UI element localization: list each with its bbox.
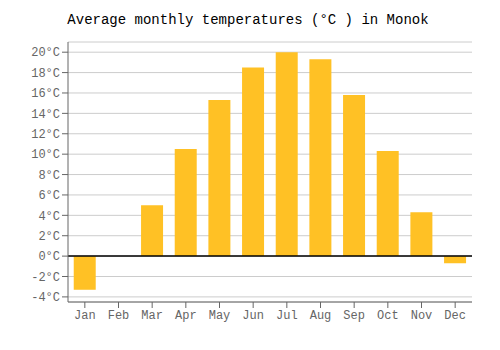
svg-text:20°C: 20°C [31,46,60,60]
html-text:Average monthly temperatures (: Average monthly temperatures (°C ) in Mo… [67,12,429,28]
svg-text:Jan: Jan [74,309,96,323]
svg-text:Jul: Jul [276,309,298,323]
svg-text:-2°C: -2°C [31,271,60,285]
svg-text:Feb: Feb [108,309,130,323]
svg-text:18°C: 18°C [31,67,60,81]
svg-text:6°C: 6°C [38,189,60,203]
svg-text:16°C: 16°C [31,87,60,101]
svg-text:4°C: 4°C [38,210,60,224]
svg-text:Jun: Jun [242,309,264,323]
svg-text:-4°C: -4°C [31,291,60,305]
svg-text:14°C: 14°C [31,108,60,122]
svg-text:2°C: 2°C [38,230,60,244]
svg-text:0°C: 0°C [38,250,60,264]
svg-text:12°C: 12°C [31,128,60,142]
svg-text:10°C: 10°C [31,148,60,162]
svg-text:Apr: Apr [175,309,197,323]
svg-text:Nov: Nov [411,309,433,323]
svg-text:Mar: Mar [141,309,163,323]
svg-text:8°C: 8°C [38,169,60,183]
svg-text:Dec: Dec [444,309,466,323]
svg-text:Aug: Aug [310,309,332,323]
svg-text:Oct: Oct [377,309,399,323]
svg-text:Sep: Sep [343,309,365,323]
svg-text:May: May [209,309,231,323]
